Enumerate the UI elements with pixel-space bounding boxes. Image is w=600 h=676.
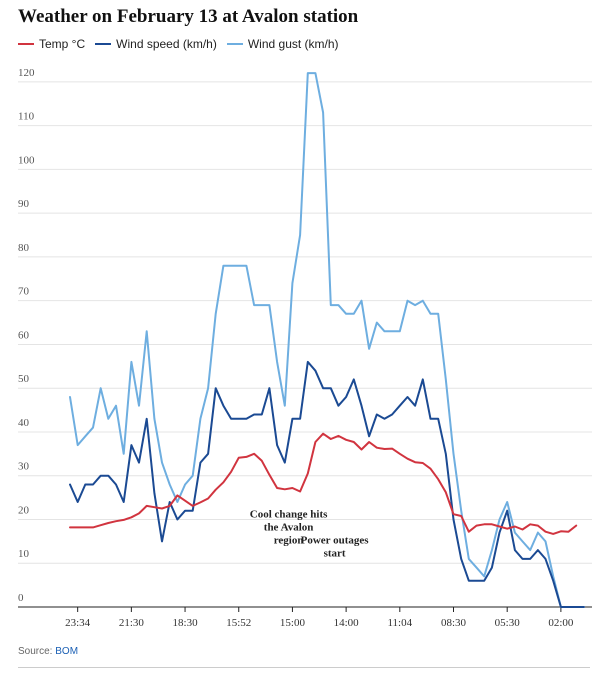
source-label: Source:	[18, 646, 53, 657]
y-tick-label-0: 0	[18, 592, 24, 604]
legend-label-wind-gust: Wind gust (km/h)	[247, 37, 339, 51]
y-tick-label-30: 30	[18, 461, 30, 473]
x-tick-label-6: 11:04	[387, 617, 412, 629]
y-tick-label-70: 70	[18, 286, 30, 298]
x-tick-label-2: 18:30	[173, 617, 199, 629]
x-tick-label-5: 14:00	[334, 617, 360, 629]
y-tick-label-60: 60	[18, 329, 30, 341]
x-tick-label-8: 05:30	[495, 617, 521, 629]
y-tick-label-10: 10	[18, 548, 30, 560]
chart-plot: 0 10 20 30 40 50 60 70 80 90 100 110 120 23:34 21:30 18…	[18, 67, 592, 629]
source-link[interactable]: BOM	[55, 646, 79, 657]
legend-item-temp: Temp °C	[18, 37, 85, 51]
chart-title: Weather on February 13 at Avalon station	[18, 6, 359, 27]
annotation-1: Power outages start	[301, 535, 370, 560]
y-tick-label-20: 20	[18, 504, 30, 516]
legend-label-temp: Temp °C	[39, 37, 86, 51]
y-tick-label-40: 40	[18, 417, 30, 429]
annotation-0-line-2: region	[274, 534, 304, 546]
legend-item-wind-speed: Wind speed (km/h)	[95, 37, 217, 51]
annotation-1-line-0: Power outages	[301, 535, 370, 547]
y-tick-label-100: 100	[18, 154, 35, 166]
x-tick-label-0: 23:34	[65, 617, 91, 629]
x-tick-label-9: 02:00	[548, 617, 574, 629]
chart-legend: Temp °C Wind speed (km/h) Wind gust (km/…	[18, 37, 339, 51]
legend-swatch-temp	[18, 43, 34, 45]
annotation-0-line-0: Cool change hits	[250, 508, 328, 520]
annotation-1-line-1: start	[324, 548, 346, 560]
y-tick-label-80: 80	[18, 242, 30, 254]
annotation-0: Cool change hits the Avalon region	[250, 508, 328, 546]
x-tick-label-1: 21:30	[119, 617, 145, 629]
legend-swatch-wind-gust	[226, 43, 243, 45]
y-tick-label-50: 50	[18, 373, 30, 385]
legend-item-wind-gust: Wind gust (km/h)	[226, 37, 339, 51]
legend-label-wind-speed: Wind speed (km/h)	[116, 37, 217, 51]
x-tick-label-4: 15:00	[280, 617, 306, 629]
legend-swatch-wind-speed	[95, 43, 112, 45]
source-note: Source: BOM	[18, 646, 78, 657]
y-tick-label-120: 120	[18, 67, 35, 79]
bottom-divider	[18, 667, 590, 668]
annotation-0-line-1: the Avalon	[264, 521, 314, 533]
series-line-wind-gust-km-h	[69, 72, 585, 608]
x-tick-label-7: 08:30	[441, 617, 467, 629]
series-line-temp-c	[69, 432, 578, 535]
y-tick-label-90: 90	[18, 198, 30, 210]
series-line-wind-speed-km-h	[69, 360, 585, 608]
x-tick-label-3: 15:52	[226, 617, 251, 629]
y-tick-label-110: 110	[18, 111, 35, 123]
